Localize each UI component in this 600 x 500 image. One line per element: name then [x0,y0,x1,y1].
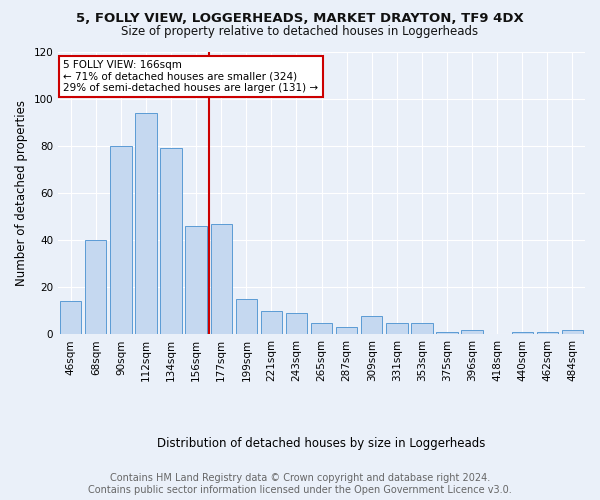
Bar [136,113,157,334]
Bar [461,330,483,334]
Bar [411,322,433,334]
Bar [60,302,82,334]
Bar [386,322,407,334]
Bar [160,148,182,334]
Bar [185,226,207,334]
Bar [236,299,257,334]
Bar [311,322,332,334]
Bar [436,332,458,334]
Bar [562,330,583,334]
Bar [361,316,382,334]
Text: 5 FOLLY VIEW: 166sqm
← 71% of detached houses are smaller (324)
29% of semi-deta: 5 FOLLY VIEW: 166sqm ← 71% of detached h… [64,60,319,93]
Bar [336,328,358,334]
Text: Contains HM Land Registry data © Crown copyright and database right 2024.
Contai: Contains HM Land Registry data © Crown c… [88,474,512,495]
X-axis label: Distribution of detached houses by size in Loggerheads: Distribution of detached houses by size … [157,437,486,450]
Bar [261,311,282,334]
Text: Size of property relative to detached houses in Loggerheads: Size of property relative to detached ho… [121,25,479,38]
Bar [110,146,131,334]
Bar [85,240,106,334]
Bar [211,224,232,334]
Text: 5, FOLLY VIEW, LOGGERHEADS, MARKET DRAYTON, TF9 4DX: 5, FOLLY VIEW, LOGGERHEADS, MARKET DRAYT… [76,12,524,26]
Bar [512,332,533,334]
Bar [537,332,558,334]
Bar [286,313,307,334]
Y-axis label: Number of detached properties: Number of detached properties [15,100,28,286]
